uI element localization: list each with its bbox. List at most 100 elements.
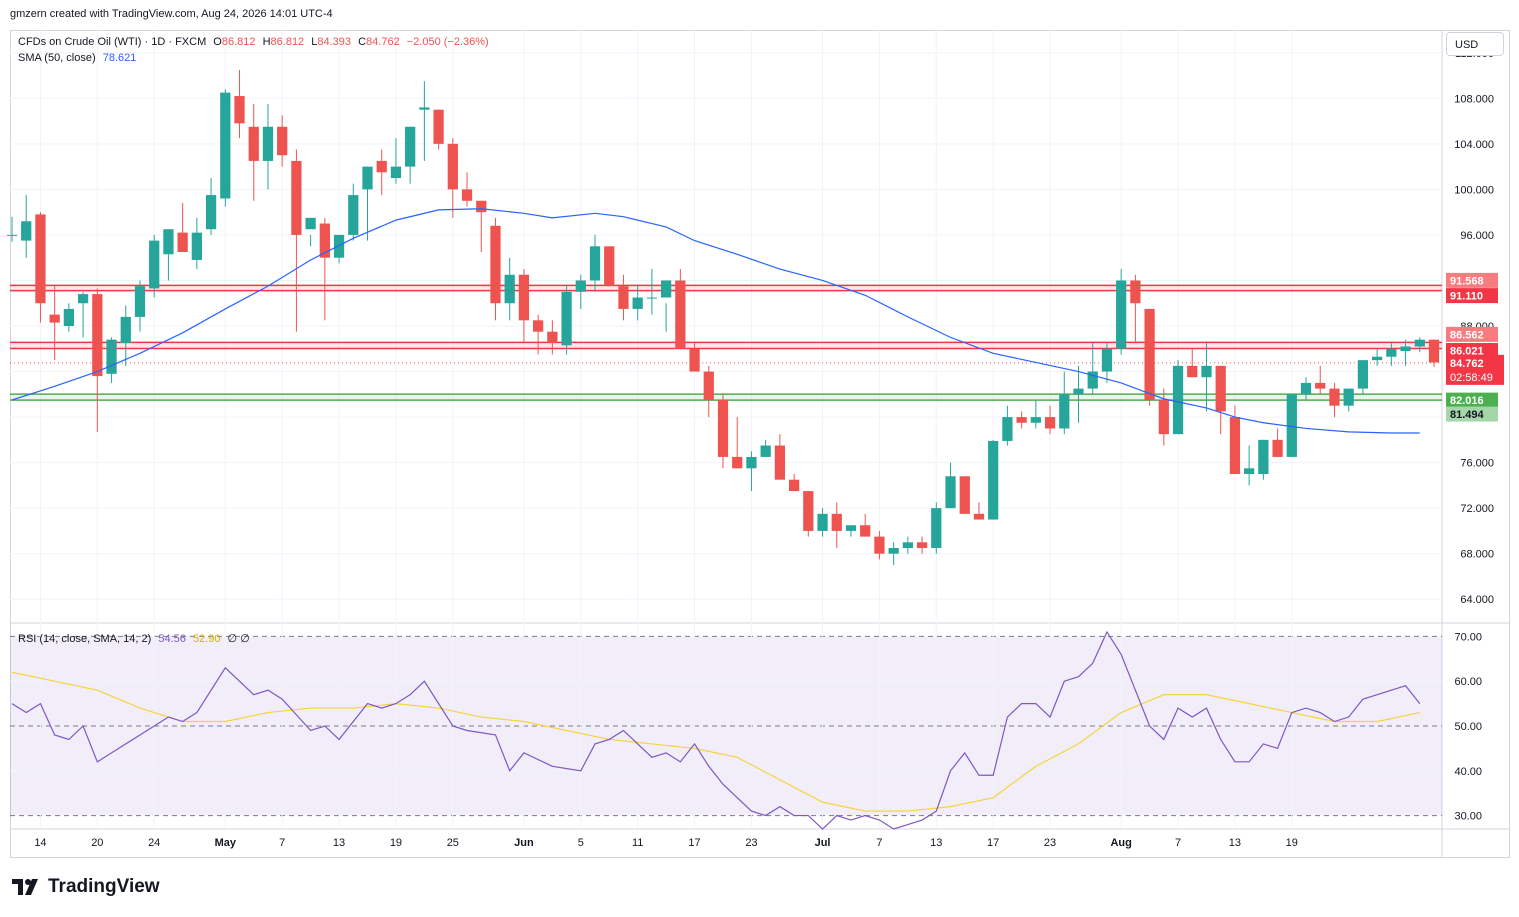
candle bbox=[675, 269, 686, 349]
rsi-tick-label: 30.00 bbox=[1454, 811, 1482, 823]
candle bbox=[390, 138, 402, 184]
price-tick-label: 76.000 bbox=[1460, 458, 1494, 470]
candle bbox=[362, 166, 373, 241]
level-label-text: 82.016 bbox=[1450, 395, 1484, 407]
candle-body bbox=[959, 476, 970, 514]
sma-line bbox=[11, 208, 1420, 434]
candle bbox=[931, 502, 942, 554]
candle-body bbox=[689, 348, 700, 372]
sma-legend[interactable]: SMA (50, close) 78.621 bbox=[18, 52, 140, 64]
close-value: 84.762 bbox=[366, 36, 400, 48]
candle bbox=[1158, 388, 1169, 446]
candle bbox=[1059, 371, 1070, 435]
candle-body bbox=[220, 92, 231, 199]
candle bbox=[575, 274, 586, 309]
candle-body bbox=[1400, 346, 1411, 352]
candle-body bbox=[6, 234, 18, 236]
candle-body bbox=[1130, 280, 1141, 304]
price-tick-label: 104.000 bbox=[1454, 139, 1494, 151]
candle-body bbox=[447, 143, 458, 190]
candle-body bbox=[1329, 388, 1340, 406]
high-label: H bbox=[262, 36, 271, 48]
candle bbox=[831, 502, 842, 548]
candle bbox=[134, 280, 146, 332]
time-tick-label: 7 bbox=[1175, 837, 1181, 849]
candle-body bbox=[874, 536, 885, 554]
candle-body bbox=[1414, 339, 1425, 347]
candle bbox=[746, 451, 757, 492]
sma-label: SMA (50, close) bbox=[18, 52, 96, 64]
candle bbox=[774, 434, 785, 480]
candle bbox=[1414, 337, 1425, 353]
level-label-bg bbox=[1446, 272, 1498, 288]
level-label-bg bbox=[1446, 288, 1498, 304]
candle-body bbox=[717, 400, 729, 457]
candle-body bbox=[547, 331, 558, 344]
level-label: 86.021 bbox=[1446, 343, 1498, 359]
candle-body bbox=[675, 280, 686, 349]
candle bbox=[1428, 339, 1440, 367]
candle-body bbox=[134, 286, 146, 317]
candle-body bbox=[376, 160, 387, 173]
candle bbox=[703, 365, 714, 418]
candle bbox=[817, 508, 828, 537]
candle bbox=[1130, 274, 1141, 344]
time-tick-label: 14 bbox=[34, 837, 46, 849]
low-label: L bbox=[311, 36, 318, 48]
candle bbox=[1172, 360, 1184, 435]
candle-body bbox=[35, 214, 46, 304]
candle bbox=[845, 525, 857, 537]
time-tick-label: 17 bbox=[987, 837, 999, 849]
candle bbox=[1215, 365, 1226, 435]
candle-body bbox=[1073, 388, 1084, 395]
symbol-name[interactable]: CFDs on Crude Oil (WTI) · 1D · FXCM bbox=[18, 36, 207, 48]
candle bbox=[92, 288, 103, 432]
time-tick-label: 7 bbox=[279, 837, 285, 849]
level-label-text: 86.562 bbox=[1450, 329, 1484, 341]
candle-body bbox=[760, 445, 771, 457]
candle-body bbox=[988, 440, 999, 520]
candle bbox=[1016, 411, 1027, 429]
candle-body bbox=[1030, 417, 1041, 423]
candle bbox=[604, 246, 615, 287]
candle bbox=[1002, 405, 1013, 446]
candle bbox=[689, 343, 700, 372]
candle bbox=[533, 314, 544, 355]
currency-selector[interactable]: USD bbox=[1446, 32, 1504, 56]
rsi-line bbox=[11, 630, 1421, 830]
candle bbox=[988, 439, 999, 520]
candle-body bbox=[1229, 417, 1241, 474]
candle bbox=[191, 217, 202, 270]
level-label: 86.562 bbox=[1446, 326, 1498, 342]
candle bbox=[916, 536, 928, 554]
rsi-legend[interactable]: RSI (14, close, SMA, 14, 2) 54.56 52.90 … bbox=[18, 632, 254, 645]
candle bbox=[291, 149, 302, 332]
candle bbox=[945, 462, 956, 509]
candle-body bbox=[461, 189, 473, 201]
candle bbox=[234, 69, 245, 139]
candle-body bbox=[1372, 356, 1383, 361]
candle-body bbox=[817, 513, 828, 531]
candle bbox=[419, 81, 430, 161]
candle-body bbox=[973, 513, 985, 520]
candle bbox=[6, 216, 18, 242]
candle-body bbox=[63, 308, 74, 326]
level-label-text: 91.568 bbox=[1450, 275, 1484, 287]
candle-body bbox=[1286, 394, 1297, 457]
level-label: 81.494 bbox=[1446, 406, 1498, 422]
candle bbox=[305, 217, 316, 247]
candle-body bbox=[476, 200, 487, 213]
candle-body bbox=[632, 297, 643, 309]
candle-body bbox=[732, 456, 743, 469]
candle-body bbox=[248, 126, 259, 161]
candle-body bbox=[362, 166, 373, 190]
candle-body bbox=[92, 294, 103, 377]
candle-body bbox=[1101, 348, 1113, 372]
level-label-text: 86.021 bbox=[1450, 346, 1484, 358]
candle bbox=[547, 320, 558, 355]
candle bbox=[618, 274, 629, 321]
candle bbox=[504, 257, 515, 321]
candle bbox=[1044, 405, 1056, 435]
candle-body bbox=[319, 223, 330, 258]
